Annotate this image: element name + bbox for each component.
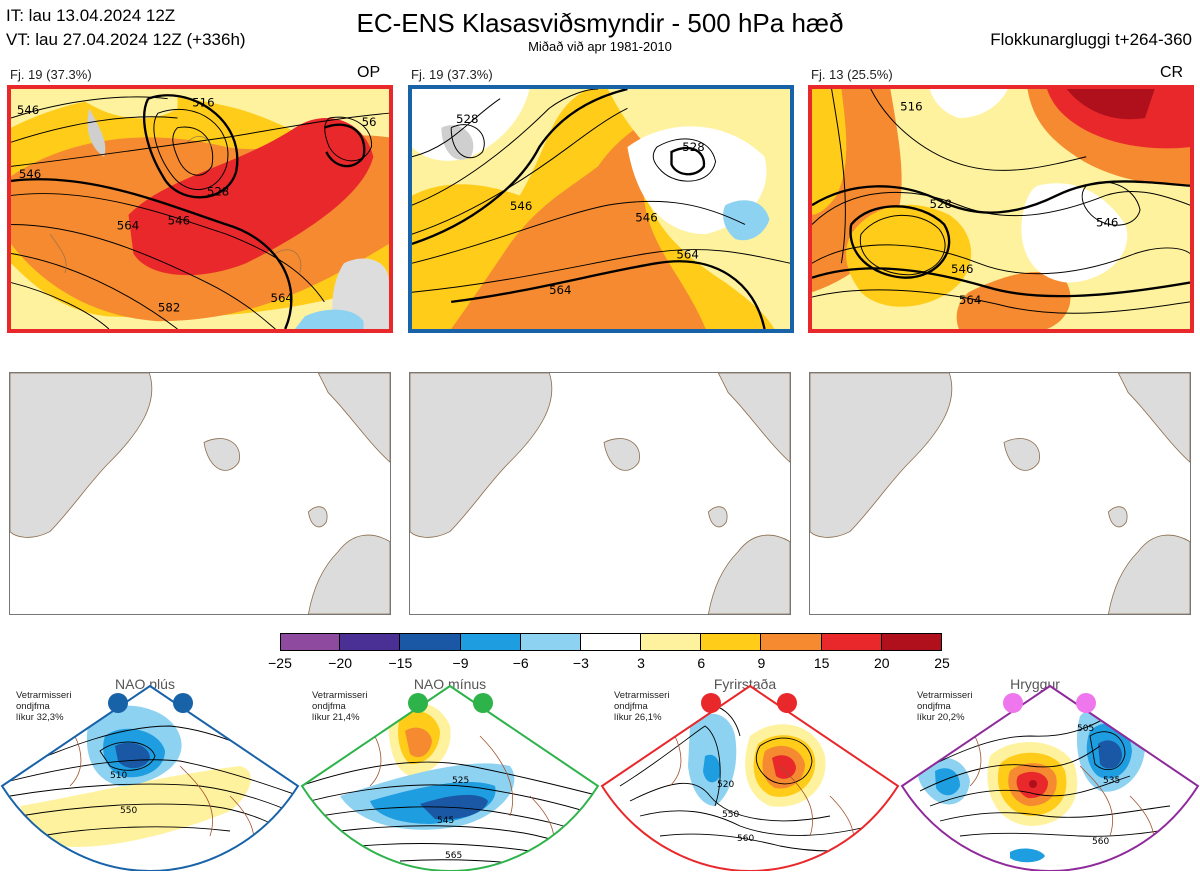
contour-label: 564 [676,247,698,261]
initial-time: IT: lau 13.04.2024 12Z [6,6,176,25]
regime-4-note: Vetrarmisseri ondjfma líkur 20,2% [917,690,973,723]
regime-2-note: Vetrarmisseri ondjfma líkur 21,4% [312,690,368,723]
contour-label: 546 [168,214,190,228]
colorbar-swatch [400,633,461,651]
regime-map-nao-plus: 510 550 [0,676,300,873]
colorbar-swatch [580,633,642,651]
regime-map-ridge: 505 535 560 [900,676,1200,873]
panel-3-label: Fj. 13 (25.5%) [811,67,893,82]
empty-map-3 [809,372,1191,615]
contour-label: 505 [1077,724,1094,734]
contour-label: 516 [192,95,214,109]
contour-label: 582 [158,301,180,315]
regime-map-nao-minus: 525 545 565 [300,676,600,873]
regime-3-note: Vetrarmisseri ondjfma líkur 26,1% [614,690,670,723]
regime-dot-left [1003,693,1023,713]
panel-1-label: Fj. 19 (37.3%) [10,67,92,82]
contour-label: 546 [1096,215,1118,229]
empty-map-1 [9,372,391,615]
scenario-map-cluster-2: 528 528 546 546 564 564 [408,85,794,333]
header-times: IT: lau 13.04.2024 12Z VT: lau 27.04.202… [6,4,246,52]
regime-3-title: Fyrirstaða [713,676,777,692]
contour-label: 546 [951,262,973,276]
regime-1-title: NAO plús [115,676,175,692]
contour-label: 560 [737,834,754,844]
contour-label: 546 [635,211,657,225]
contour-label: 546 [19,167,41,181]
colorbar-swatch [520,633,581,651]
contour-label: 546 [17,103,39,117]
contour-label: 528 [930,197,952,211]
scenario-map-op: 546 516 546 528 546 564 582 564 56 [7,85,393,333]
colorbar-swatch [881,633,942,651]
contour-label: 564 [959,293,981,307]
contour-label: 550 [120,806,137,816]
regime-dot-right [173,693,193,713]
contour-label: 528 [456,112,478,126]
colorbar-swatch [460,633,521,651]
colorbar-tick-label: 3 [637,655,645,671]
colorbar-tick-label: −6 [512,655,529,671]
contour-label: 528 [207,185,229,199]
colorbar-tick-label: −3 [572,655,589,671]
colorbar-swatch [821,633,882,651]
regime-map-blocking: 520 550 560 [600,676,900,873]
colorbar-swatch [280,633,341,651]
colorbar-tick-label: 25 [934,655,950,671]
page-subtitle: Miðað við apr 1981-2010 [528,39,672,54]
colorbar-tick-label: 9 [757,655,766,671]
valid-time: VT: lau 27.04.2024 12Z (+336h) [6,30,246,49]
contour-label: 565 [445,851,462,861]
contour-label: 564 [117,218,139,232]
regime-dot-right [1076,693,1096,713]
colorbar-tick-label: 15 [813,655,830,671]
contour-label: 550 [722,810,739,820]
colorbar-tick-label: −25 [268,655,292,671]
panel-1-tag: OP [357,64,381,81]
contour-label: 56 [362,115,377,129]
regime-dot-right [777,693,797,713]
regime-dot-right [473,693,493,713]
regime-dot-left [108,693,128,713]
regime-dot-left [408,693,428,713]
contour-label: 520 [717,780,734,790]
contour-label: 546 [510,199,532,213]
colorbar-tick-label: 6 [697,655,706,671]
regime-dot-left [701,693,721,713]
contour-label: 545 [437,816,454,826]
contour-label: 560 [1092,837,1109,847]
contour-label: 525 [452,776,469,786]
colorbar-swatch [641,633,702,651]
contour-label: 528 [682,140,704,154]
contour-label: 535 [1103,776,1120,786]
scenario-map-cr: 528 546 546 564 516 [808,85,1194,333]
empty-map-2 [409,372,791,615]
regime-2-title: NAO mínus [413,676,487,692]
regime-1-note: Vetrarmisseri ondjfma líkur 32,3% [16,690,72,723]
panel-3-tag: CR [1160,64,1184,81]
colorbar-tick-label: −15 [388,655,413,671]
colorbar-tick-label: −9 [452,655,469,671]
colorbar-swatch [340,633,401,651]
contour-label: 564 [271,291,293,305]
classification-window: Flokkunargluggi t+264-360 [990,30,1192,49]
colorbar-swatch [761,633,822,651]
colorbar-tick-label: 20 [874,655,890,671]
colorbar-tick-label: −20 [328,655,353,671]
panel-2-label: Fj. 19 (37.3%) [411,67,493,82]
page-title: EC-ENS Klasasviðsmyndir - 500 hPa hæð [356,8,844,38]
contour-label: 564 [549,283,571,297]
contour-label: 516 [900,99,922,113]
contour-label: 510 [110,771,127,781]
colorbar-swatch [701,633,762,651]
